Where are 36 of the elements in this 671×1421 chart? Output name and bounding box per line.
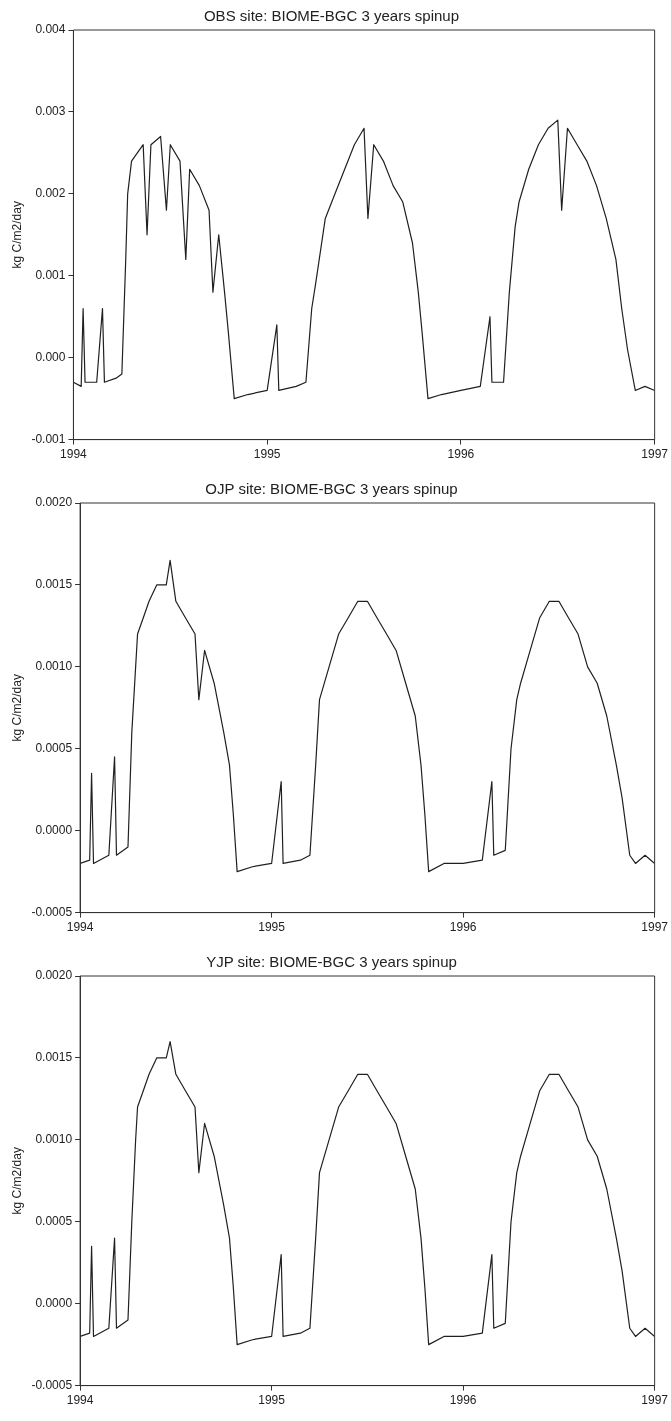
y-axis-title: kg C/m2/day: [9, 1147, 24, 1215]
x-tick-label: 1995: [258, 1393, 286, 1408]
y-tick-label: 0.0000: [35, 822, 73, 837]
y-tick-label: 0.003: [35, 104, 66, 119]
x-tick-label: 1996: [449, 1393, 477, 1408]
x-tick-label: 1995: [253, 447, 281, 462]
x-tick-label: 1996: [447, 447, 475, 462]
y-tick-label: -0.0005: [31, 904, 73, 919]
y-tick-label: 0.002: [35, 186, 66, 201]
y-tick-label: 0.0000: [35, 1295, 73, 1310]
y-tick-label: 0.0010: [35, 1132, 73, 1147]
x-tick-label: 1994: [60, 447, 88, 462]
x-tick-label: 1997: [641, 920, 669, 935]
y-tick-label: -0.0005: [31, 1377, 73, 1392]
x-tick-label: 1995: [258, 920, 286, 935]
y-tick-label: 0.0015: [35, 577, 73, 592]
x-tick-label: 1997: [641, 1393, 669, 1408]
y-tick-label: 0.001: [35, 268, 66, 283]
y-tick-label: 0.0010: [35, 659, 73, 674]
x-tick-label: 1997: [641, 447, 669, 462]
y-axis-title: kg C/m2/day: [9, 201, 24, 269]
x-tick-label: 1994: [66, 920, 94, 935]
chart-title: YJP site: BIOME-BGC 3 years spinup: [206, 953, 457, 971]
x-tick-label: 1994: [66, 1393, 94, 1408]
x-tick-label: 1996: [449, 920, 477, 935]
y-tick-label: 0.0005: [35, 741, 73, 756]
y-tick-label: 0.004: [35, 22, 66, 37]
y-tick-label: 0.000: [35, 349, 66, 364]
chart-title: OJP site: BIOME-BGC 3 years spinup: [205, 480, 458, 498]
y-axis-title: kg C/m2/day: [9, 674, 24, 742]
y-tick-label: -0.001: [31, 431, 66, 446]
y-tick-label: 0.0005: [35, 1214, 73, 1229]
y-tick-label: 0.0015: [35, 1050, 73, 1065]
y-tick-label: 0.0020: [35, 968, 73, 983]
chart-title: OBS site: BIOME-BGC 3 years spinup: [203, 7, 460, 25]
y-tick-label: 0.0020: [35, 495, 73, 510]
